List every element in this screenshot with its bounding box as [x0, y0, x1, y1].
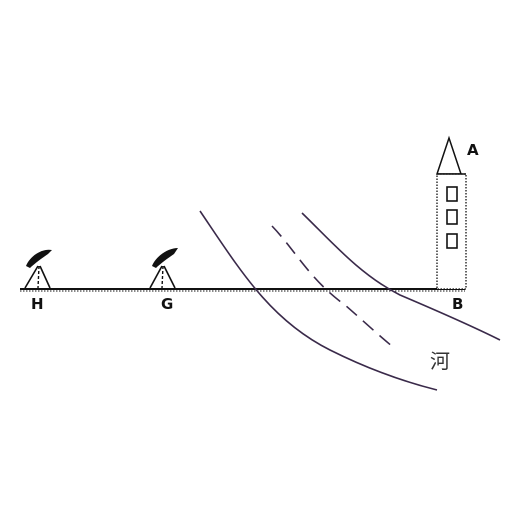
instrument-leg-left	[149, 265, 163, 289]
tower-window-1	[446, 186, 458, 202]
label-a: A	[467, 141, 479, 159]
instrument-head	[26, 249, 52, 268]
tower-window-3	[446, 233, 458, 249]
label-h: H	[31, 295, 44, 313]
instrument-leg-mid	[37, 265, 40, 289]
river	[199, 210, 501, 391]
river-bank-right	[301, 212, 501, 341]
tower-spire	[435, 135, 463, 175]
instrument-leg-right	[39, 265, 51, 289]
label-b: B	[452, 295, 463, 313]
tower-window-2	[446, 209, 458, 225]
instrument-leg-left	[24, 265, 39, 289]
tower-icon	[435, 135, 467, 290]
instrument-leg-mid	[161, 265, 164, 289]
instrument-head	[152, 248, 178, 268]
label-river: 河	[430, 349, 450, 373]
theodolite-icon	[149, 248, 178, 289]
instrument-leg-right	[163, 265, 176, 289]
river-centerline-dashed	[271, 225, 394, 348]
river-bank-left	[199, 210, 438, 391]
label-g: G	[161, 295, 173, 313]
theodolite-icon	[24, 249, 52, 289]
